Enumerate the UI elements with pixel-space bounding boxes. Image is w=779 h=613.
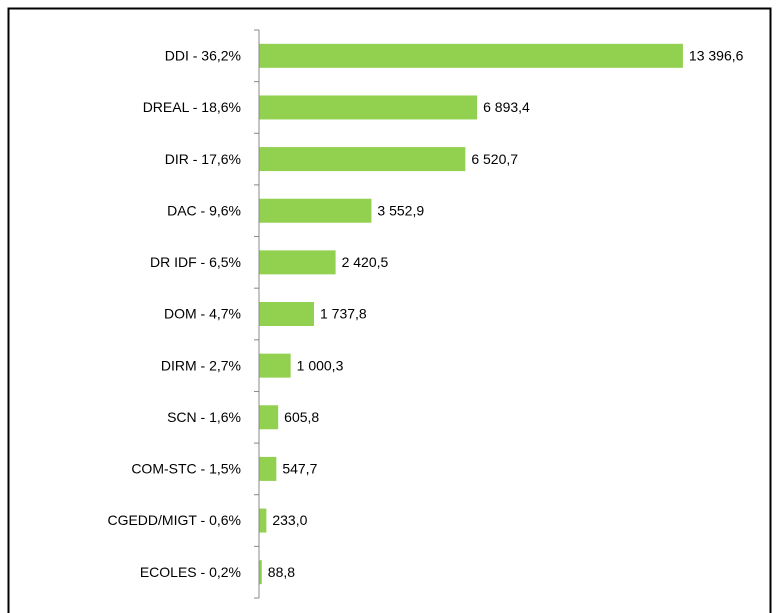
category-label: DIR - 17,6% — [165, 151, 241, 167]
category-label: SCN - 1,6% — [167, 409, 241, 425]
category-label: DDI - 36,2% — [165, 48, 241, 64]
category-label: ECOLES - 0,2% — [140, 564, 241, 580]
category-label: COM-STC - 1,5% — [131, 461, 241, 477]
category-label: DR IDF - 6,5% — [150, 254, 241, 270]
value-label: 605,8 — [284, 409, 319, 425]
value-label: 13 396,6 — [689, 48, 744, 64]
bar — [259, 302, 314, 326]
value-label: 3 552,9 — [377, 202, 424, 218]
value-label: 6 520,7 — [471, 151, 518, 167]
bar — [259, 353, 291, 378]
category-label: DOM - 4,7% — [164, 306, 241, 322]
value-label: 1 737,8 — [320, 306, 367, 322]
bar — [259, 456, 277, 481]
value-label: 233,0 — [272, 512, 307, 528]
bar — [259, 250, 336, 275]
chart-frame — [7, 7, 772, 613]
value-label: 1 000,3 — [297, 357, 344, 373]
value-label: 6 893,4 — [483, 99, 530, 115]
bar — [259, 198, 372, 223]
bar — [259, 508, 267, 533]
category-label: CGEDD/MIGT - 0,6% — [107, 512, 241, 528]
bar — [259, 95, 478, 120]
category-label: DIRM - 2,7% — [161, 357, 241, 373]
bar — [259, 405, 279, 430]
category-label: DAC - 9,6% — [167, 202, 241, 218]
value-label: 88,8 — [268, 564, 295, 580]
category-label: DREAL - 18,6% — [143, 99, 241, 115]
bar — [259, 147, 466, 172]
bar — [259, 560, 262, 585]
bar — [259, 43, 683, 68]
value-label: 2 420,5 — [342, 254, 389, 270]
value-label: 547,7 — [282, 461, 317, 477]
